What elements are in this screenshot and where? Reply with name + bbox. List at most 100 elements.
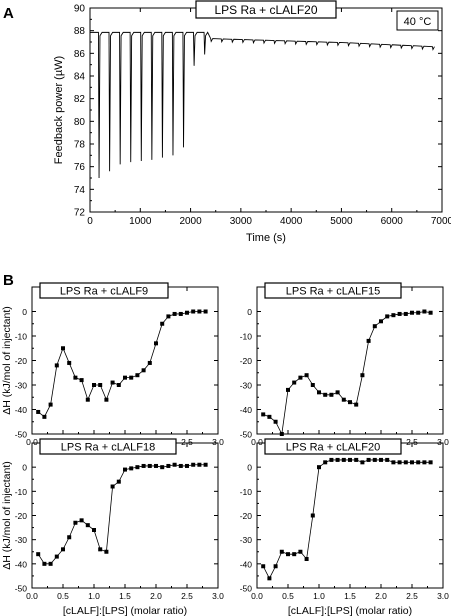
panel-b1-data-point [110, 380, 115, 385]
panel-b1-data-point [191, 309, 196, 314]
panel-b3-data-point [154, 463, 158, 468]
panel-label-b: B [3, 272, 14, 289]
panel-b1-data-point [203, 309, 208, 314]
panel-b2-data-point [360, 373, 365, 378]
panel-b1-data-point [147, 360, 152, 365]
panel-b1-data-point [116, 383, 121, 387]
panel-b4-data-point [286, 552, 290, 557]
panel-b2-data-point [279, 432, 284, 436]
panel-label-a: A [3, 5, 14, 22]
panel-b1-data-point [160, 321, 165, 326]
panel-b2-data-point [348, 400, 352, 405]
panel-b1-data-point [54, 363, 59, 368]
panel-b3-data-point [104, 549, 109, 554]
panel-b1-frame [31, 286, 219, 435]
panel-b1-data-point [172, 311, 177, 316]
panel-a-frame [89, 7, 443, 213]
panel-b1-data-point [185, 310, 189, 315]
panel-b3-x-tick-label: 2.0 [150, 591, 162, 601]
panel-b4-data-point [310, 513, 315, 518]
panel-b1-series-line [37, 311, 206, 418]
panel-b3-data-point [79, 518, 84, 523]
panel-b4-data-point [422, 460, 427, 465]
panel-b2-data-point [298, 375, 303, 380]
panel-b1-title-box [39, 282, 169, 299]
panel-b3-frame [31, 442, 219, 589]
panel-b2-x-tick-label: 2.5 [406, 437, 418, 447]
panel-b4-data-point [273, 564, 278, 569]
panel-b1-x-tick-label: 0.0 [26, 437, 38, 447]
panel-b4-data-point [348, 457, 352, 462]
panel-b2-data-point [310, 383, 315, 387]
panel-b3-data-point [73, 520, 78, 525]
panel-b3-y-axis-label: ΔH (kJ/mol of injectant) [1, 461, 13, 570]
panel-b4-data-point [329, 457, 334, 462]
panel-b1-data-point [104, 397, 109, 402]
panel-a-y-tick-label: 86 [74, 49, 86, 60]
panel-b4-data-point [372, 457, 377, 462]
panel-b4-data-point [391, 460, 396, 465]
panel-b4-y-tick-label: 0 [247, 463, 252, 473]
panel-b4-y-tick-label: -10 [240, 487, 253, 497]
panel-b2-data-point [335, 390, 340, 395]
panel-b1-y-tick-label: -10 [15, 332, 28, 342]
panel-b1-x-tick-label: 3.0 [212, 437, 224, 447]
panel-b4-data-point [428, 460, 433, 465]
panel-b1-data-point [73, 375, 78, 380]
panel-b1-data-point [123, 375, 127, 380]
panel-a-x-tick-label: 2000 [179, 216, 202, 227]
panel-b4-data-point [341, 457, 346, 462]
panel-b4-x-tick-label: 2.5 [406, 591, 418, 601]
panel-b3-data-point [42, 561, 47, 566]
panel-b4-x-axis-label: [cLALF]:[LPS] (molar ratio) [288, 605, 412, 616]
panel-a-y-tick-label: 82 [74, 94, 86, 105]
panel-b4-frame [256, 442, 444, 589]
panel-b1-data-point [36, 409, 41, 414]
panel-b3-data-point [172, 462, 177, 467]
panel-b1-y-tick-label: -30 [15, 381, 28, 391]
panel-b4-data-point [267, 576, 272, 581]
panel-a-annotation: 40 °C [404, 16, 432, 28]
panel-b3-data-point [197, 462, 202, 467]
panel-b3-x-tick-label: 3.0 [212, 591, 224, 601]
panel-b4-y-tick-label: -30 [240, 535, 253, 545]
panel-b3-data-point [61, 547, 65, 552]
panel-a-y-tick-label: 72 [74, 208, 86, 219]
panel-b3-y-tick-label: -10 [15, 487, 28, 497]
panel-b2-x-tick-label: 3.0 [437, 437, 449, 447]
panel-b3-data-point [185, 463, 189, 468]
panel-a-x-tick-label: 1000 [129, 216, 152, 227]
panel-b2-data-point [403, 311, 408, 316]
panel-b3-data-point [123, 467, 127, 472]
panel-b1-data-point [42, 414, 47, 419]
panel-b4-data-point [379, 457, 383, 462]
panel-b3-series-line [37, 464, 206, 565]
panel-b2-y-tick-label: 0 [247, 307, 252, 317]
panel-a-x-tick-label: 0 [87, 216, 93, 227]
panel-b3-data-point [178, 463, 183, 468]
panel-b2-series-line [263, 311, 431, 436]
panel-b3-y-tick-label: -30 [15, 535, 28, 545]
panel-b1-data-point [79, 378, 84, 383]
panel-b4-data-point [323, 460, 328, 465]
panel-b4-x-tick-label: 1.5 [344, 591, 356, 601]
panel-b1-y-axis-label: ΔH (kJ/mol of injectant) [1, 306, 13, 415]
panel-b2-data-point [385, 314, 390, 319]
panel-b3-x-tick-label: 0.5 [57, 591, 69, 601]
panel-b2-data-point [317, 390, 321, 395]
panel-b3-y-tick-label: -20 [15, 511, 28, 521]
panel-b2-data-point [416, 310, 421, 315]
panel-a-title-box [195, 0, 337, 19]
panel-b2-data-point [261, 412, 266, 417]
panel-b1-data-point [61, 346, 65, 351]
panel-b2-data-point [422, 309, 427, 314]
panel-b3-y-tick-label: -40 [15, 559, 28, 569]
panel-b4-title: LPS Ra + cLALF20 [286, 442, 380, 454]
panel-a-x-tick-label: 4000 [280, 216, 303, 227]
panel-b1-data-point [141, 368, 146, 373]
panel-b2-data-point [391, 313, 396, 318]
panel-b2-data-point [273, 419, 278, 424]
panel-b3-y-tick-label: 0 [22, 463, 27, 473]
panel-b4-data-point [304, 557, 309, 561]
panel-a-title: LPS Ra + cLALF20 [214, 3, 317, 17]
